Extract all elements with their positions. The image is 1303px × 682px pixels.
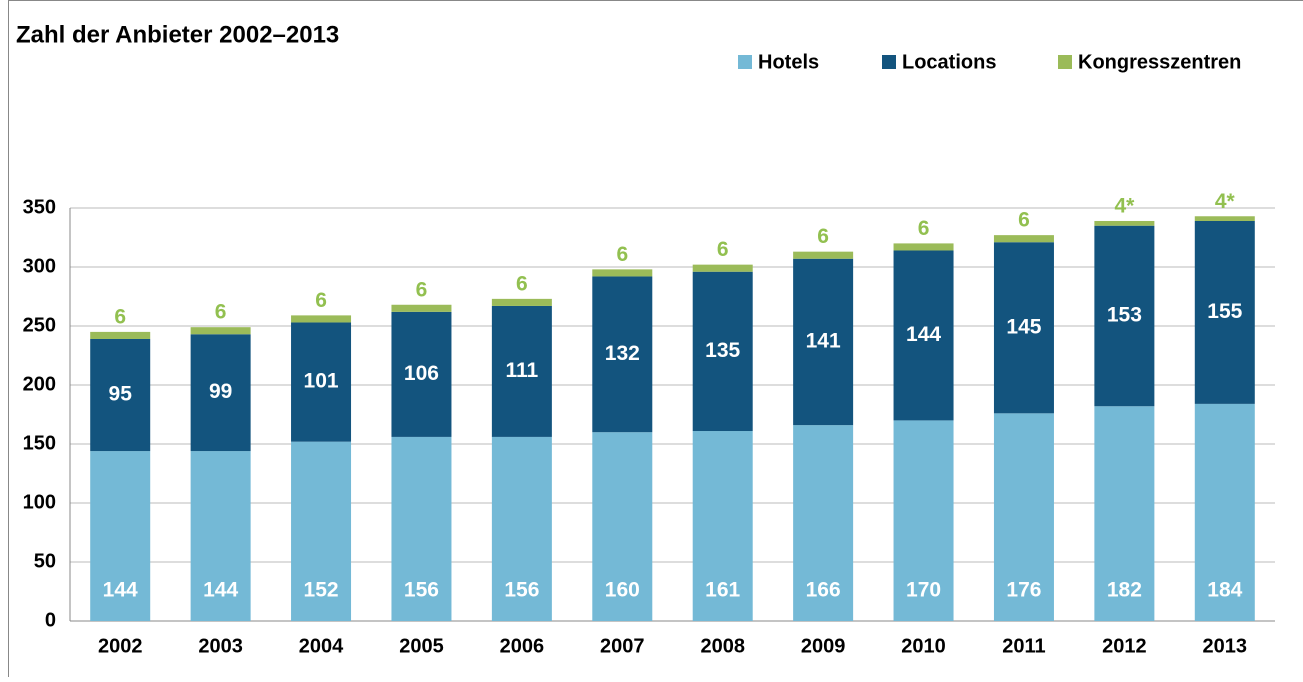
data-label: 6 (1018, 209, 1030, 232)
data-label: 95 (109, 383, 133, 406)
data-label: 155 (1207, 300, 1242, 323)
bar-segment (90, 332, 150, 339)
data-label: 144 (103, 579, 138, 602)
data-label: 160 (605, 579, 640, 602)
x-tick-label: 2004 (299, 635, 344, 657)
data-label: 141 (806, 329, 841, 352)
data-label: 6 (516, 272, 528, 295)
bar-segment (391, 305, 451, 312)
x-tick-label: 2013 (1203, 635, 1248, 657)
x-tick-label: 2005 (399, 635, 444, 657)
data-label: 101 (304, 370, 339, 393)
data-label: 6 (114, 305, 126, 328)
bar-segment (1195, 216, 1255, 221)
y-tick-label: 150 (23, 432, 56, 454)
data-label: 184 (1207, 579, 1242, 602)
data-label: 182 (1107, 579, 1142, 602)
data-label: 161 (705, 579, 740, 602)
bar-segment (693, 265, 753, 272)
data-label: 156 (504, 579, 539, 602)
legend-swatch (1058, 55, 1072, 69)
data-label: 144 (203, 579, 238, 602)
data-label: 152 (304, 579, 339, 602)
x-tick-label: 2003 (198, 635, 243, 657)
x-tick-label: 2002 (98, 635, 143, 657)
y-tick-label: 50 (34, 550, 56, 572)
data-label: 106 (404, 362, 439, 385)
data-label: 176 (1006, 579, 1041, 602)
data-label: 6 (416, 278, 428, 301)
y-tick-label: 350 (23, 196, 56, 218)
legend-swatch (882, 55, 896, 69)
data-label: 132 (605, 342, 640, 365)
data-label: 4* (1114, 195, 1135, 218)
bar-segment (492, 299, 552, 306)
x-tick-label: 2010 (901, 635, 946, 657)
data-label: 99 (209, 380, 232, 403)
x-tick-label: 2006 (500, 635, 545, 657)
bar-segment (291, 315, 351, 322)
y-tick-label: 300 (23, 255, 56, 277)
data-label: 153 (1107, 304, 1142, 327)
data-label: 4* (1215, 190, 1236, 213)
x-tick-label: 2007 (600, 635, 645, 657)
bar-segment (793, 252, 853, 259)
data-label: 6 (817, 225, 829, 248)
legend-label: Hotels (758, 51, 819, 73)
data-label: 144 (906, 323, 941, 346)
data-label: 170 (906, 579, 941, 602)
data-label: 6 (315, 289, 327, 312)
y-tick-label: 100 (23, 491, 56, 513)
data-label: 6 (717, 238, 729, 261)
data-label: 135 (705, 339, 740, 362)
bar-segment (592, 269, 652, 276)
data-label: 6 (918, 217, 930, 240)
y-tick-label: 250 (23, 314, 56, 336)
chart-title: Zahl der Anbieter 2002–2013 (16, 21, 339, 48)
bar-segment (894, 243, 954, 250)
y-tick-label: 200 (23, 373, 56, 395)
bar-segment (1094, 221, 1154, 226)
data-label: 6 (616, 243, 628, 266)
bar-segment (994, 235, 1054, 242)
x-tick-label: 2009 (801, 635, 846, 657)
data-label: 6 (215, 301, 227, 324)
data-label: 156 (404, 579, 439, 602)
legend-label: Locations (902, 51, 996, 73)
x-tick-label: 2011 (1002, 635, 1045, 657)
legend-label: Kongresszentren (1078, 51, 1241, 73)
bar-segment (191, 327, 251, 334)
legend-swatch (738, 55, 752, 69)
data-label: 111 (506, 359, 539, 382)
y-tick-label: 0 (45, 609, 56, 631)
x-tick-label: 2008 (700, 635, 745, 657)
data-label: 145 (1006, 315, 1041, 338)
data-label: 166 (806, 579, 841, 602)
x-tick-label: 2012 (1102, 635, 1147, 657)
